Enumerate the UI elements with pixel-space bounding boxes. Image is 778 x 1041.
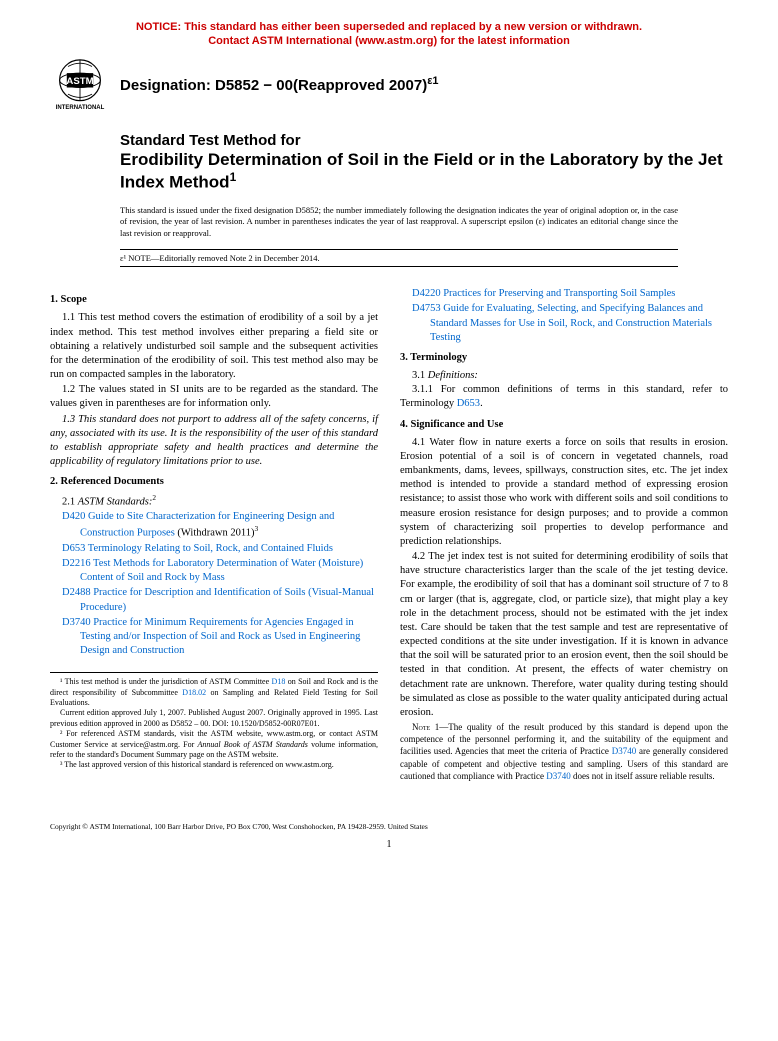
- title-main: Erodibility Determination of Soil in the…: [120, 149, 728, 193]
- refdocs-heading: 2. Referenced Documents: [50, 475, 378, 489]
- ref-d2488[interactable]: D2488 Practice for Description and Ident…: [50, 586, 378, 614]
- svg-text:ASTM: ASTM: [66, 75, 93, 86]
- copyright: Copyright © ASTM International, 100 Barr…: [50, 822, 728, 831]
- footnotes: ¹ This test method is under the jurisdic…: [50, 672, 378, 771]
- designation: Designation: D5852 − 00(Reapproved 2007)…: [120, 75, 439, 94]
- header-row: ASTM INTERNATIONAL Designation: D5852 − …: [50, 57, 728, 112]
- notice-banner: NOTICE: This standard has either been su…: [50, 20, 728, 49]
- footnote-2: ² For referenced ASTM standards, visit t…: [50, 729, 378, 760]
- footnote-1b: Current edition approved July 1, 2007. P…: [50, 708, 378, 729]
- terminology-heading: 3. Terminology: [400, 351, 728, 365]
- note-1: Note 1—The quality of the result produce…: [400, 721, 728, 782]
- ref-d420[interactable]: D420 Guide to Site Characterization for …: [50, 510, 378, 541]
- significance-p1: 4.1 Water flow in nature exerts a force …: [400, 436, 728, 549]
- notice-line1: NOTICE: This standard has either been su…: [136, 21, 642, 33]
- left-column: 1. Scope 1.1 This test method covers the…: [50, 287, 378, 782]
- footnote-1: ¹ This test method is under the jurisdic…: [50, 677, 378, 708]
- scope-p3: 1.3 This standard does not purport to ad…: [50, 413, 378, 470]
- ref-d3740[interactable]: D3740 Practice for Minimum Requirements …: [50, 616, 378, 659]
- terminology-p1: 3.1.1 For common definitions of terms in…: [400, 383, 728, 411]
- content-columns: 1. Scope 1.1 This test method covers the…: [50, 287, 728, 782]
- footnote-3: ³ The last approved version of this hist…: [50, 760, 378, 770]
- issued-note: This standard is issued under the fixed …: [120, 205, 728, 239]
- ref-d2216[interactable]: D2216 Test Methods for Laboratory Determ…: [50, 557, 378, 585]
- refdocs-sub: 2.1 ASTM Standards:2: [50, 493, 378, 510]
- title-prefix: Standard Test Method for: [120, 132, 728, 149]
- title-block: Standard Test Method for Erodibility Det…: [120, 132, 728, 193]
- ref-d653[interactable]: D653 Terminology Relating to Soil, Rock,…: [50, 542, 378, 556]
- notice-line2: Contact ASTM International (www.astm.org…: [208, 35, 570, 47]
- svg-text:INTERNATIONAL: INTERNATIONAL: [56, 105, 105, 111]
- significance-p2: 4.2 The jet index test is not suited for…: [400, 550, 728, 720]
- right-column: D4220 Practices for Preserving and Trans…: [400, 287, 728, 782]
- astm-logo: ASTM INTERNATIONAL: [50, 57, 110, 112]
- ref-d4753[interactable]: D4753 Guide for Evaluating, Selecting, a…: [400, 302, 728, 345]
- page-number: 1: [50, 839, 728, 850]
- epsilon-note: ε¹ NOTE—Editorially removed Note 2 in De…: [120, 249, 678, 267]
- ref-d4220[interactable]: D4220 Practices for Preserving and Trans…: [400, 287, 728, 301]
- scope-p2: 1.2 The values stated in SI units are to…: [50, 383, 378, 411]
- terminology-sub: 3.1 Definitions:: [400, 369, 728, 383]
- scope-heading: 1. Scope: [50, 293, 378, 307]
- scope-p1: 1.1 This test method covers the estimati…: [50, 311, 378, 382]
- significance-heading: 4. Significance and Use: [400, 418, 728, 432]
